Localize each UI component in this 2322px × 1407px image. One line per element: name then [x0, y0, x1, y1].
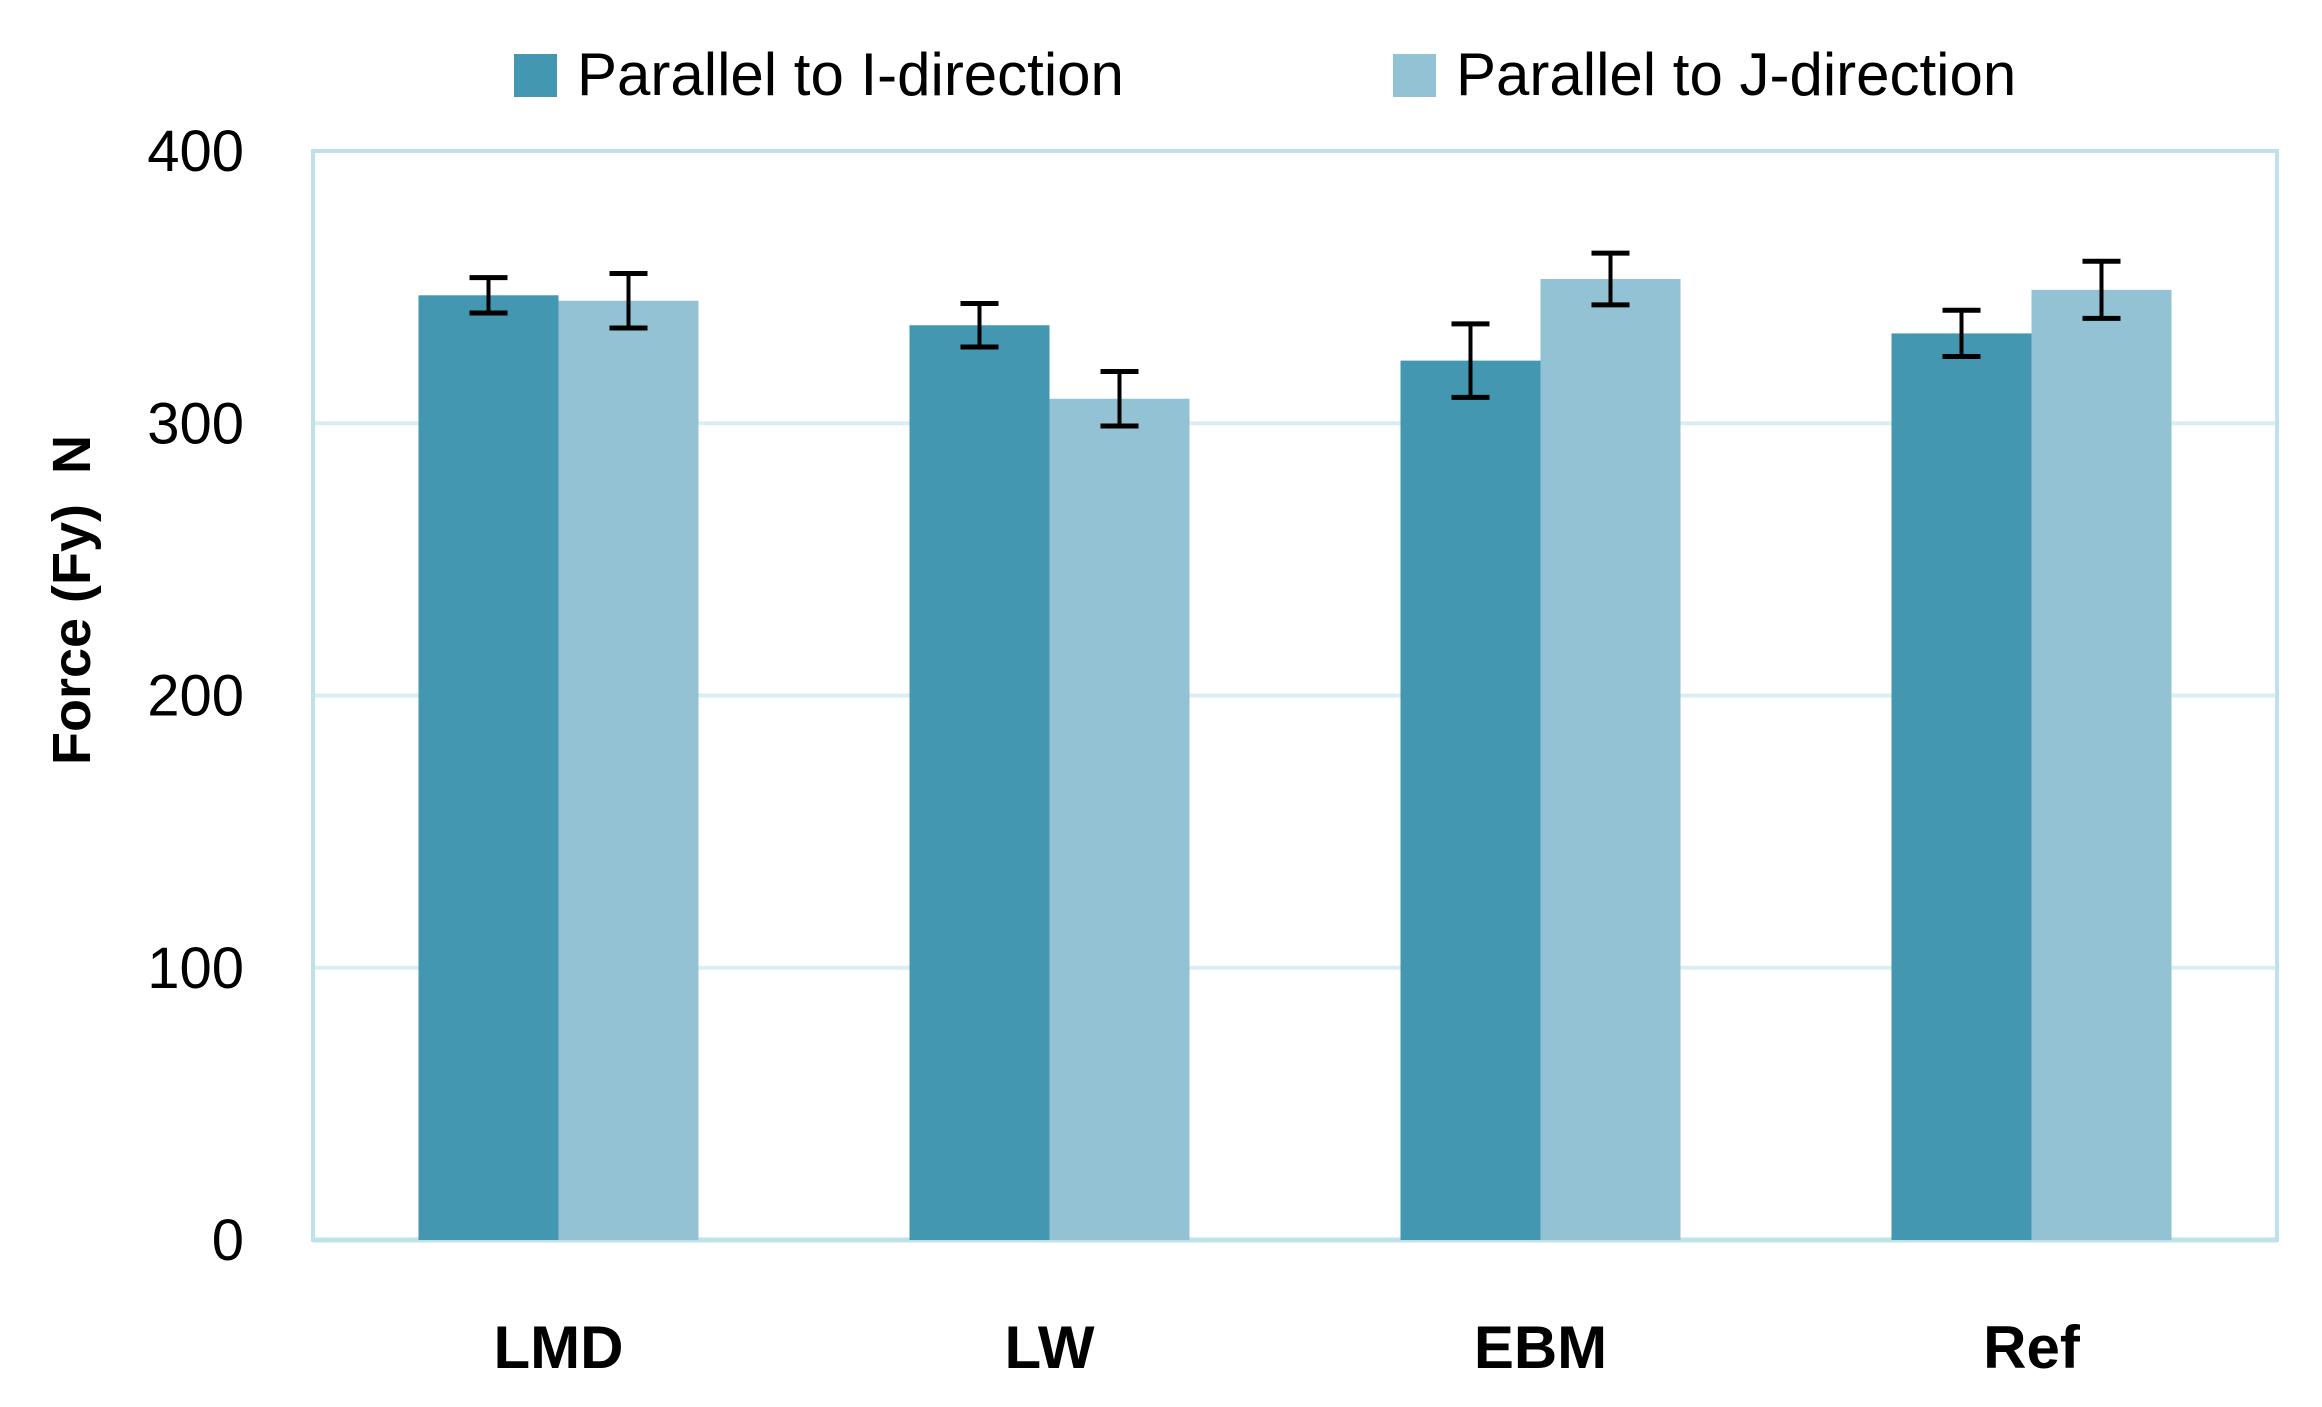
x-tick-label: LW: [1005, 1314, 1095, 1381]
error-bar: [1942, 307, 1981, 360]
error-bar: [1591, 250, 1630, 308]
legend: Parallel to I-direction Parallel to J-di…: [514, 41, 2016, 108]
error-bar: [1451, 321, 1490, 400]
error-bar: [960, 300, 999, 350]
y-tick-label: 100: [147, 936, 244, 1001]
x-tick-label: LMD: [494, 1314, 624, 1381]
error-bar: [2082, 258, 2121, 321]
y-tick-label: 300: [147, 391, 244, 456]
plot-area-border: [311, 149, 2279, 1242]
x-tick-label: EBM: [1474, 1314, 1607, 1381]
x-tick-label: Ref: [1983, 1314, 2081, 1381]
legend-swatch-i-direction: [514, 54, 557, 97]
bar-ebm-series-0: [1400, 360, 1541, 1240]
bars: [418, 250, 2172, 1241]
legend-item-j-direction: Parallel to J-direction: [1393, 41, 2016, 108]
bar-ebm-series-1: [1540, 278, 1681, 1240]
y-tick-label: 400: [147, 119, 244, 184]
y-tick-label: 200: [147, 664, 244, 729]
bar-lw-series-1: [1049, 398, 1190, 1240]
x-axis-labels: LMD LW EBM Ref: [494, 1314, 2081, 1381]
legend-swatch-j-direction: [1393, 54, 1436, 97]
y-axis-label: Force (Fy) N: [42, 435, 102, 765]
y-tick-label: 0: [212, 1208, 244, 1273]
bar-lmd-series-1: [558, 300, 699, 1240]
error-bar: [469, 275, 508, 316]
error-bar: [1100, 369, 1139, 429]
bar-lw-series-0: [909, 325, 1050, 1240]
bar-ref-series-0: [1891, 333, 2032, 1241]
legend-label-j-direction: Parallel to J-direction: [1456, 41, 2016, 108]
legend-label-i-direction: Parallel to I-direction: [577, 41, 1124, 108]
legend-item-i-direction: Parallel to I-direction: [514, 41, 1124, 108]
bar-lmd-series-0: [418, 295, 559, 1241]
bar-ref-series-1: [2031, 289, 2172, 1240]
y-axis-ticks: 0 100 200 300 400: [147, 119, 244, 1273]
error-bar: [609, 271, 648, 331]
